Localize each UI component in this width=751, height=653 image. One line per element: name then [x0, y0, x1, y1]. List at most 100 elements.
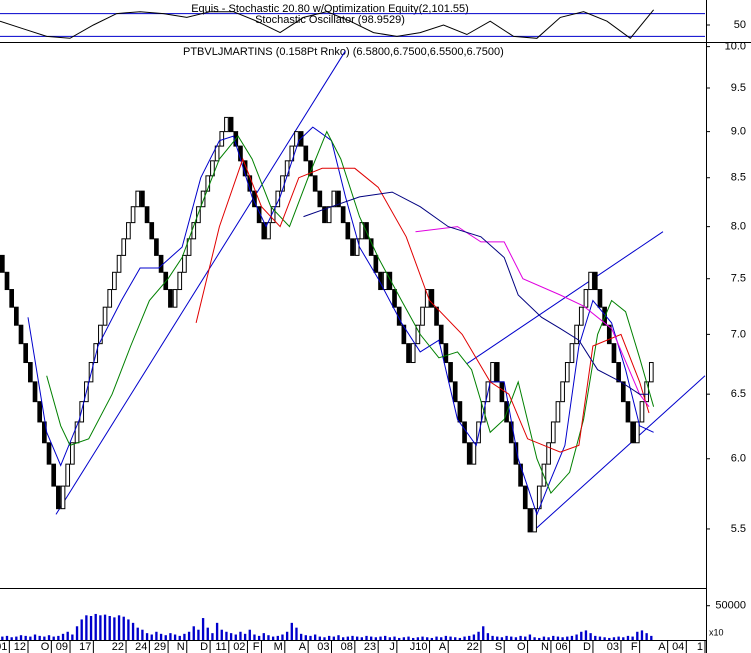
volume-bar	[75, 626, 79, 640]
down-brick	[322, 206, 327, 224]
down-brick	[401, 324, 407, 345]
y-tick-label: 6.0	[731, 453, 746, 465]
up-brick	[546, 442, 551, 465]
up-brick	[284, 160, 290, 177]
down-brick	[340, 206, 346, 224]
x-tick-label: 22	[112, 641, 124, 653]
volume-bar	[346, 636, 349, 640]
volume-bar	[351, 635, 354, 640]
volume-bar	[80, 619, 83, 640]
volume-bar	[271, 636, 275, 640]
down-brick	[312, 175, 318, 192]
down-brick	[499, 381, 505, 403]
down-brick	[406, 343, 411, 364]
volume-bar	[323, 637, 326, 640]
volume-bar	[267, 635, 270, 640]
volume-bar	[337, 635, 340, 640]
up-brick	[116, 254, 122, 273]
x-tick-label: 12	[14, 641, 26, 653]
x-tick-label: 02	[233, 641, 245, 653]
down-brick	[522, 485, 528, 510]
down-brick	[625, 401, 631, 423]
down-brick	[630, 421, 635, 444]
x-tick-label: 09	[56, 641, 68, 653]
volume-bar	[145, 633, 149, 640]
volume-bar	[225, 631, 228, 640]
down-brick	[606, 324, 612, 345]
volume-bar	[108, 616, 111, 640]
up-brick	[648, 362, 654, 383]
volume-bar	[510, 636, 513, 640]
volume-bar	[444, 635, 448, 640]
volume-scale-label: x10	[709, 627, 724, 637]
up-brick	[135, 190, 141, 208]
down-brick	[158, 254, 164, 273]
volume-bar	[99, 615, 102, 640]
volume-bar	[85, 615, 88, 640]
volume-bar	[220, 629, 223, 640]
volume-bar	[248, 629, 251, 640]
up-brick	[382, 271, 388, 291]
volume-bar	[584, 630, 588, 640]
down-brick	[303, 145, 309, 162]
volume-bar	[398, 637, 401, 640]
up-brick	[578, 306, 584, 326]
volume-bar	[528, 634, 532, 640]
up-brick	[126, 222, 131, 240]
volume-bar	[356, 636, 359, 640]
up-brick	[639, 401, 645, 423]
volume-bar	[402, 637, 406, 640]
volume-bar	[19, 635, 23, 640]
down-brick	[4, 271, 10, 291]
volume-bar	[5, 635, 9, 640]
volume-bar	[626, 635, 630, 640]
volume-bar	[491, 635, 494, 640]
x-tick-label: 17	[79, 641, 91, 653]
volume-bar	[552, 635, 555, 640]
volume-bar	[454, 637, 457, 640]
down-brick	[494, 362, 500, 383]
volume-bar	[253, 634, 256, 640]
x-tick-label: J10	[410, 641, 428, 653]
volume-bar	[103, 614, 107, 640]
volume-bar	[229, 633, 233, 640]
down-brick	[387, 271, 393, 291]
x-tick-label: 11	[215, 641, 226, 653]
x-tick-label: 23	[364, 641, 376, 653]
volume-bar	[514, 637, 518, 640]
down-brick	[518, 463, 523, 487]
moving-average	[415, 226, 650, 408]
volume-bar	[201, 618, 205, 640]
down-brick	[350, 238, 355, 256]
x-tick-label: F	[253, 641, 260, 653]
volume-bar	[645, 633, 648, 640]
volume-bar	[243, 633, 247, 640]
volume-bar	[295, 627, 298, 640]
y-tick-label: 7.0	[731, 328, 746, 340]
volume-bar	[617, 636, 620, 640]
volume-bar	[113, 617, 116, 640]
up-brick	[224, 116, 229, 133]
volume-bar	[412, 637, 415, 640]
down-brick	[434, 306, 439, 326]
up-brick	[177, 271, 183, 291]
volume-bar	[496, 636, 499, 640]
volume-bar	[365, 635, 368, 640]
down-brick	[144, 206, 150, 224]
down-brick	[336, 190, 341, 208]
x-tick-label: A	[299, 641, 307, 653]
volume-bar	[332, 636, 335, 640]
y-tick-label: 50	[734, 19, 746, 31]
x-tick-label: 1	[697, 641, 703, 653]
x-tick-label: S	[495, 641, 502, 653]
volume-bar	[388, 637, 392, 640]
down-brick	[9, 289, 15, 308]
chart-title: PTBVLJMARTINS (0.158Pt Rnko) (6.5800,6.7…	[183, 46, 504, 58]
x-tick-label: 08	[341, 641, 353, 653]
volume-bar	[547, 637, 550, 640]
volume-bar	[141, 629, 144, 640]
volume-bar	[556, 636, 560, 640]
up-brick	[65, 463, 71, 487]
volume-bar	[505, 635, 508, 640]
